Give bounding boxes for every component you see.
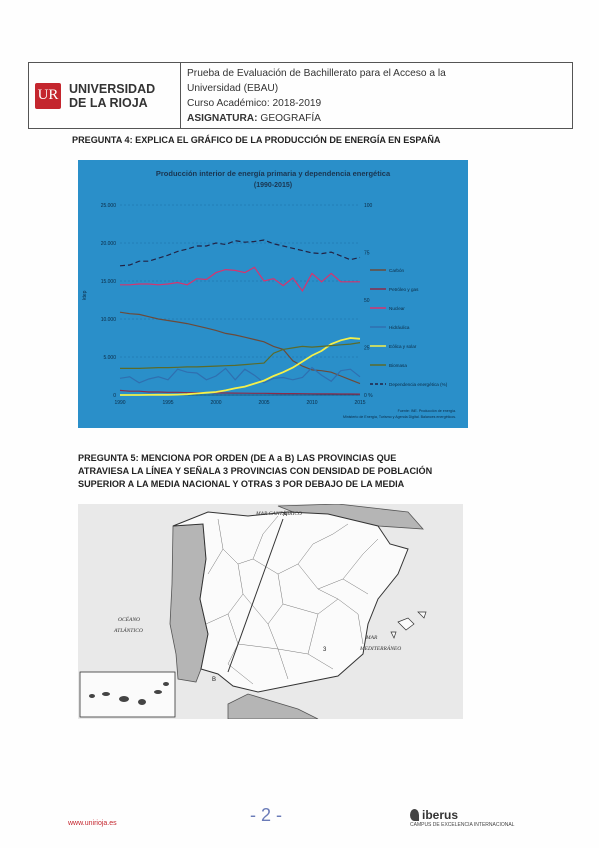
sea-label-mediterraneo: MEDITERRÁNEO <box>359 644 401 652</box>
x-tick-label: 2010 <box>306 400 317 406</box>
question-5-line2: ATRAVIESA LA LÍNEA Y SEÑALA 3 PROVINCIAS… <box>78 466 433 476</box>
legend-label: Eólica y solar <box>389 344 417 349</box>
sea-label-atlantico: ATLÁNTICO <box>113 626 143 634</box>
y-tick-label: 5.000 <box>103 355 116 361</box>
y2-tick-label: 25 <box>364 346 370 352</box>
question-4: PREGUNTA 4: EXPLICA EL GRÁFICO DE LA PRO… <box>72 135 441 145</box>
exam-info: Prueba de Evaluación de Bachillerato par… <box>181 63 572 128</box>
y-axis-label: ktep <box>82 290 88 300</box>
series-line <box>119 311 361 385</box>
province-borders <box>205 515 379 685</box>
series-line <box>119 389 361 395</box>
x-tick-label: 2000 <box>210 400 221 406</box>
x-tick-label: 1990 <box>114 400 125 406</box>
point-a-label: A <box>283 512 287 518</box>
x-tick-label: 2005 <box>258 400 269 406</box>
iberus-brand: iberus CAMPUS DE EXCELENCIA INTERNACIONA… <box>410 808 515 828</box>
university-logo: UR <box>35 82 61 109</box>
africa-shape <box>227 693 319 720</box>
university-block: UR UNIVERSIDAD DE LA RIOJA <box>29 63 181 128</box>
y-tick-label: 15.000 <box>101 279 117 285</box>
legend-label: Hidráulica <box>389 325 410 330</box>
legend-label: Nuclear <box>389 306 405 311</box>
university-name: UNIVERSIDAD DE LA RIOJA <box>69 81 156 110</box>
energy-chart: Producción interior de energía primaria … <box>78 160 468 428</box>
legend-label: Petróleo y gas <box>389 287 419 292</box>
exam-title-line1: Prueba de Evaluación de Bachillerato par… <box>187 68 446 79</box>
sea-label-mar: MAR <box>365 635 378 641</box>
legend-label: Biomasa <box>389 363 407 368</box>
iberian-map-svg: A B 3 MAR CANTÁBRICO OCÉANO ATLÁNTICO MA… <box>79 503 427 720</box>
series-line <box>120 266 360 293</box>
canary-islands <box>89 682 169 705</box>
academic-year: Curso Académico: 2018-2019 <box>187 98 322 109</box>
balearic-islands <box>390 611 427 639</box>
y2-tick-label: 0 % <box>364 393 373 399</box>
series-line <box>120 337 361 396</box>
question-5: PREGUNTA 5: MENCIONA POR ORDEN (DE A a B… <box>78 452 468 491</box>
question-5-line3: SUPERIOR A LA MEDIA NACIONAL Y OTRAS 3 P… <box>78 479 405 489</box>
sea-label-oceano: OCÉANO <box>118 615 140 623</box>
line-a-b <box>227 518 284 673</box>
series-line <box>120 342 361 369</box>
iberian-map: A B 3 MAR CANTÁBRICO OCÉANO ATLÁNTICO MA… <box>78 503 463 720</box>
sea-label-cantabrico: MAR CANTÁBRICO <box>255 509 302 517</box>
y-tick-label: 20.000 <box>101 241 117 247</box>
y2-tick-label: 100 <box>364 203 373 209</box>
x-tick-label: 2015 <box>354 400 365 406</box>
subject: ASIGNATURA: GEOGRAFÍA <box>187 113 321 124</box>
iberus-logo-icon <box>410 809 419 821</box>
question-5-line1: PREGUNTA 5: MENCIONA POR ORDEN (DE A a B… <box>78 453 397 463</box>
x-tick-label: 1995 <box>162 400 173 406</box>
legend-label: Carbón <box>389 268 405 273</box>
y2-tick-label: 50 <box>364 298 370 304</box>
y2-tick-label: 75 <box>364 251 370 257</box>
y-tick-label: 25.000 <box>101 203 117 209</box>
canary-inset <box>79 671 176 718</box>
y-tick-label: 10.000 <box>101 317 117 323</box>
energy-chart-svg: Producción interior de energía primaria … <box>82 169 456 419</box>
footer-url[interactable]: www.unirioja.es <box>68 820 117 827</box>
province-number-3: 3 <box>323 647 327 653</box>
series-line <box>119 366 361 384</box>
y-tick-label: 0 <box>113 393 116 399</box>
chart-title: Producción interior de energía primaria … <box>156 169 391 178</box>
chart-subtitle: (1990-2015) <box>254 182 292 189</box>
spain-shape <box>172 511 409 693</box>
chart-source-line2: Ministerio de Energía, Turismo y Agenda … <box>343 415 456 419</box>
page-number: - 2 - <box>250 805 283 825</box>
series-line <box>119 239 361 267</box>
point-b-label: B <box>212 677 216 683</box>
exam-title-line2: Universidad (EBAU) <box>187 83 279 94</box>
legend-label: Dependencia energética (%) <box>389 382 448 387</box>
chart-source-line1: Fuente: INE. Producción de energía. <box>398 409 456 413</box>
document-header: UR UNIVERSIDAD DE LA RIOJA Prueba de Eva… <box>28 62 573 129</box>
